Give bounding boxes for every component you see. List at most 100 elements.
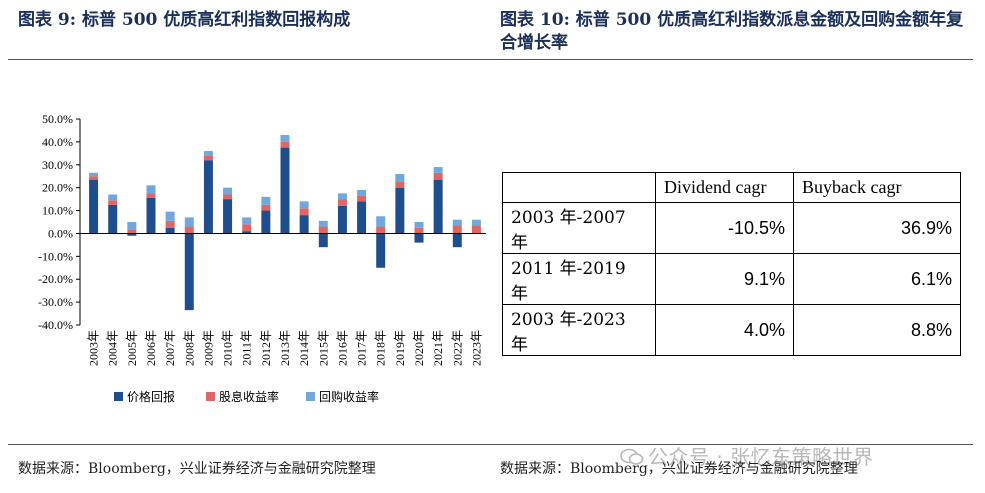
cagr-table: Dividend cagr Buyback cagr 2003 年-2007 年…: [502, 172, 961, 356]
bar-segment-buyback: [261, 196, 271, 205]
legend: 价格回报 股息收益率 回购收益率: [114, 389, 379, 404]
y-tick-label: 30.0%: [42, 158, 73, 172]
bar-segment-dividend: [261, 204, 271, 211]
bar-segment-dividend: [433, 172, 443, 180]
x-tick-label: 2012年: [259, 330, 273, 366]
table-header-cell: [502, 172, 656, 203]
bar-segment-dividend: [376, 226, 386, 234]
x-tick-label: 2004年: [106, 330, 120, 366]
chart-title-left: 图表 9: 标普 500 优质高红利指数回报构成: [18, 10, 351, 30]
y-tick-label: 20.0%: [42, 181, 73, 195]
table-cell-period: 2003 年-2007 年: [502, 202, 656, 254]
x-tick-label: 2020年: [412, 330, 426, 366]
bar-segment-price: [242, 231, 252, 234]
bar-segment-dividend: [299, 208, 309, 216]
watermark-text: 公众号 · 张忆东策略世界: [648, 445, 874, 469]
bar-segment-buyback: [414, 222, 424, 228]
x-tick-label: 2021年: [431, 330, 445, 366]
bar-segment-buyback: [280, 135, 290, 142]
x-tick-label: 2013年: [278, 330, 292, 366]
wechat-icon: [620, 448, 644, 465]
x-tick-label: 2007年: [163, 330, 177, 366]
bar-segment-buyback: [108, 194, 118, 201]
bar-segment-dividend: [146, 193, 156, 198]
bar-segment-dividend: [223, 194, 233, 200]
legend-label: 价格回报: [127, 389, 175, 404]
x-tick-label: 2016年: [335, 330, 349, 366]
bar-segment-buyback: [318, 220, 328, 227]
x-tick-label: 2008年: [182, 330, 196, 366]
table-row: 2003 年-2023 年 4.0% 8.8%: [502, 304, 961, 356]
bar-segment-dividend: [184, 226, 194, 234]
x-tick-label: 2019年: [393, 330, 407, 366]
bar-segment-price: [280, 147, 290, 234]
bar-segment-dividend: [452, 225, 462, 234]
table-header-cell: Buyback cagr: [793, 172, 961, 203]
table-header-cell: Dividend cagr: [655, 172, 794, 203]
bar-segment-price: [108, 204, 118, 234]
legend-swatch: [306, 392, 315, 401]
table-cell-period: 2011 年-2019 年: [502, 253, 656, 305]
bar-segment-dividend: [414, 227, 424, 234]
x-axis: 2003年 2004年 2005年 2006年 2007年 2008年 2009年 2010年…: [80, 232, 486, 366]
bar-segment-buyback: [89, 172, 99, 177]
bar-segment-price: [203, 160, 213, 234]
y-tick-label: -30.0%: [38, 295, 73, 309]
bar-segment-price: [127, 233, 137, 236]
bar-segment-price: [357, 201, 367, 234]
bar-segment-price: [261, 210, 271, 234]
table-cell-buyback: 36.9%: [793, 202, 961, 254]
y-tick-label: 0.0%: [48, 226, 73, 240]
bar-segment-price: [146, 197, 156, 234]
table-cell-dividend: 4.0%: [655, 304, 794, 356]
table-cell-period: 2003 年-2023 年: [502, 304, 656, 356]
legend-label: 回购收益率: [319, 389, 379, 404]
x-tick-label: 2015年: [316, 330, 330, 366]
bar-segment-dividend: [357, 195, 367, 202]
source-note-left: 数据来源：Bloomberg，兴业证券经济与金融研究院整理: [18, 461, 376, 477]
y-tick-label: -40.0%: [38, 318, 73, 332]
watermark: 公众号 · 张忆东策略世界: [620, 441, 874, 470]
y-tick-label: 40.0%: [42, 135, 73, 149]
bar-segment-buyback: [376, 216, 386, 227]
legend-label: 股息收益率: [219, 389, 279, 404]
bar-segment-dividend: [165, 220, 175, 228]
bar-segment-buyback: [146, 185, 156, 194]
y-tick-label: -20.0%: [38, 272, 73, 286]
stacked-bar-chart: 50.0% 40.0% 30.0% 20.0% 10.0% 0.0% -10.0% -20.0…: [38, 112, 486, 404]
bar-segment-buyback: [452, 219, 462, 226]
x-tick-label: 2006年: [144, 330, 158, 366]
bar-segment-buyback: [203, 151, 213, 156]
x-tick-label: 2010年: [221, 330, 235, 366]
bar-segment-dividend: [242, 224, 252, 232]
bar-segment-buyback: [184, 217, 194, 227]
bar-segment-price: [223, 199, 233, 234]
bars: [89, 135, 481, 311]
x-tick-label: 2009年: [201, 330, 215, 366]
bar-segment-price: [165, 227, 175, 234]
bar-segment-price: [318, 233, 328, 248]
bar-segment-dividend: [280, 141, 290, 148]
chart-title-right: 图表 10: 标普 500 优质高红利指数派息金额及回购金额年复合增长率: [500, 10, 964, 53]
legend-swatch: [206, 392, 215, 401]
bar-segment-buyback: [395, 173, 405, 182]
table-row: 2011 年-2019 年 9.1% 6.1%: [502, 253, 961, 305]
x-tick-label: 2005年: [125, 330, 139, 366]
y-axis: 50.0% 40.0% 30.0% 20.0% 10.0% 0.0% -10.0% -20.0…: [38, 112, 81, 332]
bar-segment-price: [337, 205, 347, 234]
bar-segment-buyback: [223, 187, 233, 195]
bar-segment-price: [376, 233, 386, 268]
x-tick-label: 2023年: [469, 330, 483, 366]
header-divider: [8, 59, 973, 60]
table-cell-buyback: 6.1%: [793, 253, 961, 305]
bar-segment-dividend: [337, 199, 347, 206]
bar-segment-dividend: [395, 181, 405, 188]
footer-divider: [8, 444, 973, 445]
x-tick-label: 2018年: [374, 330, 388, 366]
bar-segment-price: [184, 233, 194, 311]
bar-segment-price: [452, 233, 462, 248]
bar-segment-price: [414, 233, 424, 243]
y-tick-label: 10.0%: [42, 204, 73, 218]
bar-segment-price: [299, 215, 309, 234]
bar-segment-buyback: [242, 217, 252, 225]
